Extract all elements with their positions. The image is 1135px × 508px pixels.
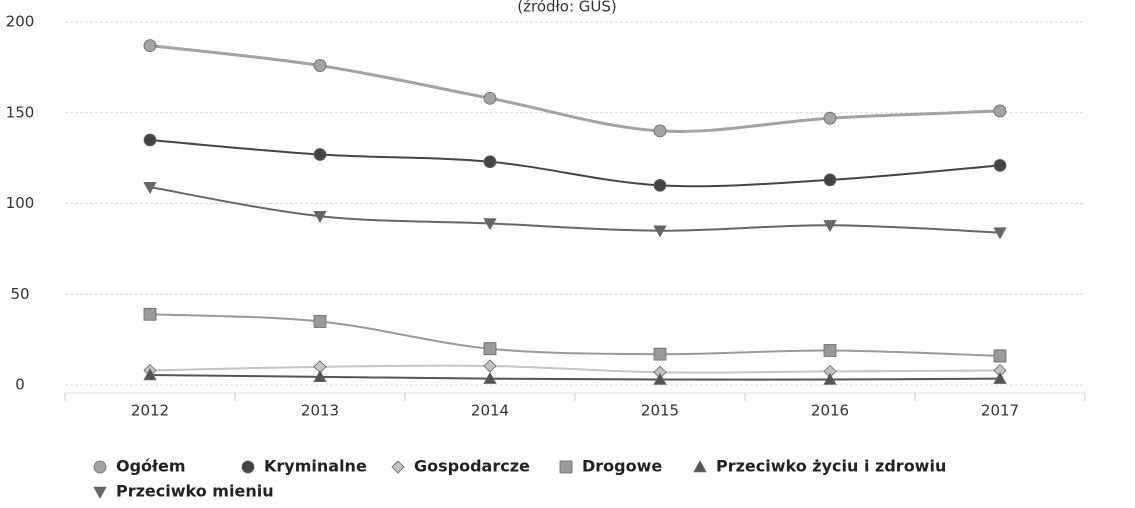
x-tick-label: 2017 <box>981 402 1019 420</box>
y-tick-label: 100 <box>6 194 35 212</box>
marker <box>93 486 107 499</box>
marker <box>653 178 667 192</box>
series-line <box>149 186 1001 234</box>
marker <box>693 460 707 473</box>
marker <box>653 372 667 385</box>
legend-label: Przeciwko mieniu <box>116 482 274 501</box>
legend-label: Przeciwko życiu i zdrowiu <box>716 457 946 476</box>
marker <box>823 372 837 385</box>
series-line <box>149 374 1001 381</box>
marker <box>993 158 1007 172</box>
y-tick-label: 150 <box>6 103 35 121</box>
marker <box>823 111 837 125</box>
chart-subtitle: (źródło: GUS) <box>517 0 617 16</box>
marker <box>823 173 837 187</box>
marker <box>993 371 1007 384</box>
marker <box>313 211 327 224</box>
legend-label: Ogółem <box>116 457 186 476</box>
marker <box>483 359 497 373</box>
marker <box>483 155 497 169</box>
marker <box>313 59 327 72</box>
marker <box>143 133 157 147</box>
marker <box>993 104 1007 118</box>
legend-label: Gospodarcze <box>414 457 530 476</box>
series-line <box>149 44 1001 133</box>
x-tick-label: 2013 <box>301 402 339 420</box>
marker <box>143 307 157 321</box>
marker <box>313 370 327 383</box>
y-tick-label: 50 <box>10 285 29 303</box>
x-tick-label: 2015 <box>641 402 679 420</box>
marker <box>241 460 255 474</box>
marker <box>993 227 1007 240</box>
marker <box>391 460 405 474</box>
marker <box>143 368 157 381</box>
x-tick-label: 2016 <box>811 402 849 420</box>
marker <box>823 344 837 357</box>
marker <box>653 124 667 138</box>
series-line <box>149 138 1001 188</box>
marker <box>653 225 667 238</box>
y-tick-label: 0 <box>15 376 25 394</box>
marker <box>653 347 667 361</box>
y-tick-label: 200 <box>6 13 35 31</box>
legend-label: Kryminalne <box>264 457 367 476</box>
marker <box>559 460 573 474</box>
x-tick-label: 2014 <box>471 402 509 420</box>
marker <box>93 460 107 474</box>
marker <box>823 220 837 233</box>
marker <box>483 342 497 356</box>
marker <box>143 39 157 52</box>
legend-label: Drogowe <box>582 457 662 476</box>
marker <box>483 91 497 105</box>
marker <box>313 148 327 161</box>
series-line <box>149 364 1001 374</box>
marker <box>483 218 497 231</box>
marker <box>483 371 497 384</box>
x-tick-label: 2012 <box>131 402 169 420</box>
legend: Ogółem Kryminalne Gospodarcze Drogowe Przeci… <box>93 457 946 501</box>
marker <box>143 181 157 194</box>
marker <box>313 315 327 328</box>
marker <box>993 349 1007 363</box>
series-line <box>149 313 1001 357</box>
